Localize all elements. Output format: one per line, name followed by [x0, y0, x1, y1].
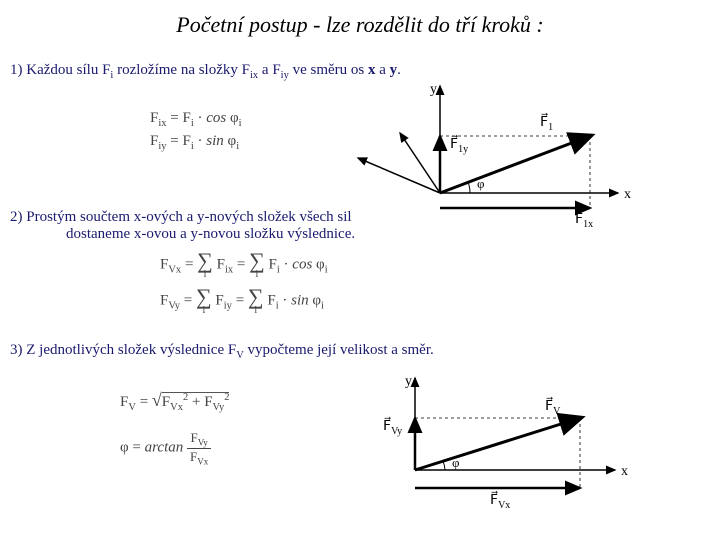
- equation-1: Fix = Fi · cos φi Fiy = Fi · sin φi: [150, 110, 242, 152]
- svg-text:F⃗1: F⃗1: [540, 112, 553, 133]
- equation-2: FVx = ∑i Fix = ∑i Fi · cos φi FVy = ∑i F…: [160, 250, 328, 316]
- step-2: 2) Prostým součtem x-ových a y-nových sl…: [10, 209, 355, 243]
- svg-text:F⃗Vx: F⃗Vx: [490, 490, 510, 511]
- svg-text:y: y: [430, 82, 437, 97]
- svg-text:F⃗Vy: F⃗Vy: [383, 416, 402, 437]
- diagram-1: y x φ F⃗1 F⃗1y F⃗1x: [340, 78, 640, 228]
- svg-text:φ: φ: [452, 455, 460, 470]
- page-title: Početní postup - lze rozdělit do tří kro…: [0, 0, 720, 38]
- step-3: 3) Z jednotlivých složek výslednice FV v…: [10, 342, 434, 361]
- equation-3: FV = √FVx2 + FVy2 φ = arctan FVy FVx: [120, 390, 229, 466]
- svg-text:F⃗1y: F⃗1y: [450, 134, 468, 155]
- svg-text:x: x: [621, 464, 628, 479]
- svg-text:x: x: [624, 187, 631, 202]
- svg-text:φ: φ: [477, 176, 485, 191]
- svg-text:y: y: [405, 374, 412, 389]
- diagram-2: y x φ F⃗V F⃗Vy F⃗Vx: [345, 370, 645, 520]
- svg-text:F⃗1x: F⃗1x: [575, 209, 593, 228]
- svg-text:F⃗V: F⃗V: [545, 396, 561, 417]
